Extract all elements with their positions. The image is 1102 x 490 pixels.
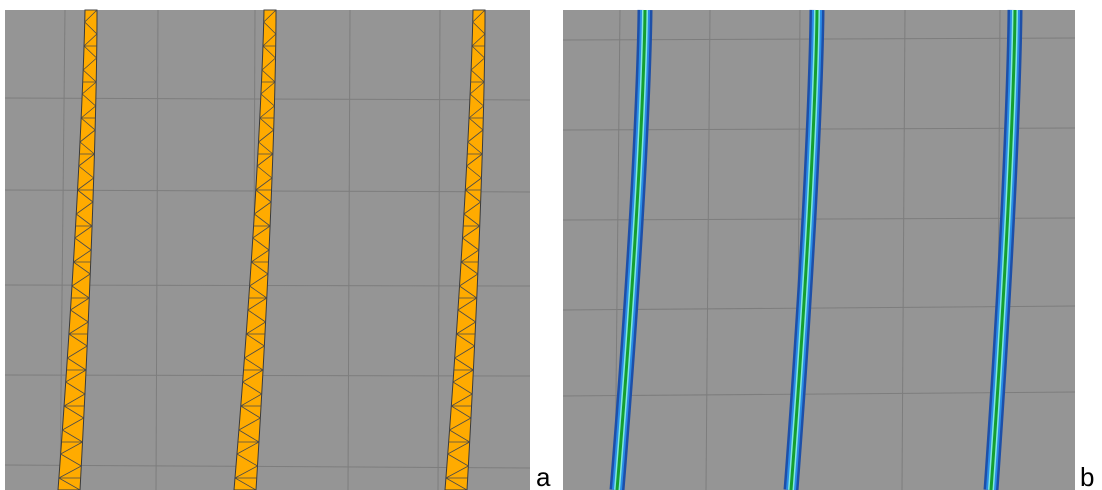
panel-label: a bbox=[536, 462, 551, 490]
panel-label: b bbox=[1080, 462, 1094, 490]
figure: a b bbox=[0, 0, 1102, 490]
panel-b bbox=[563, 10, 1075, 490]
panel-a bbox=[5, 10, 530, 490]
